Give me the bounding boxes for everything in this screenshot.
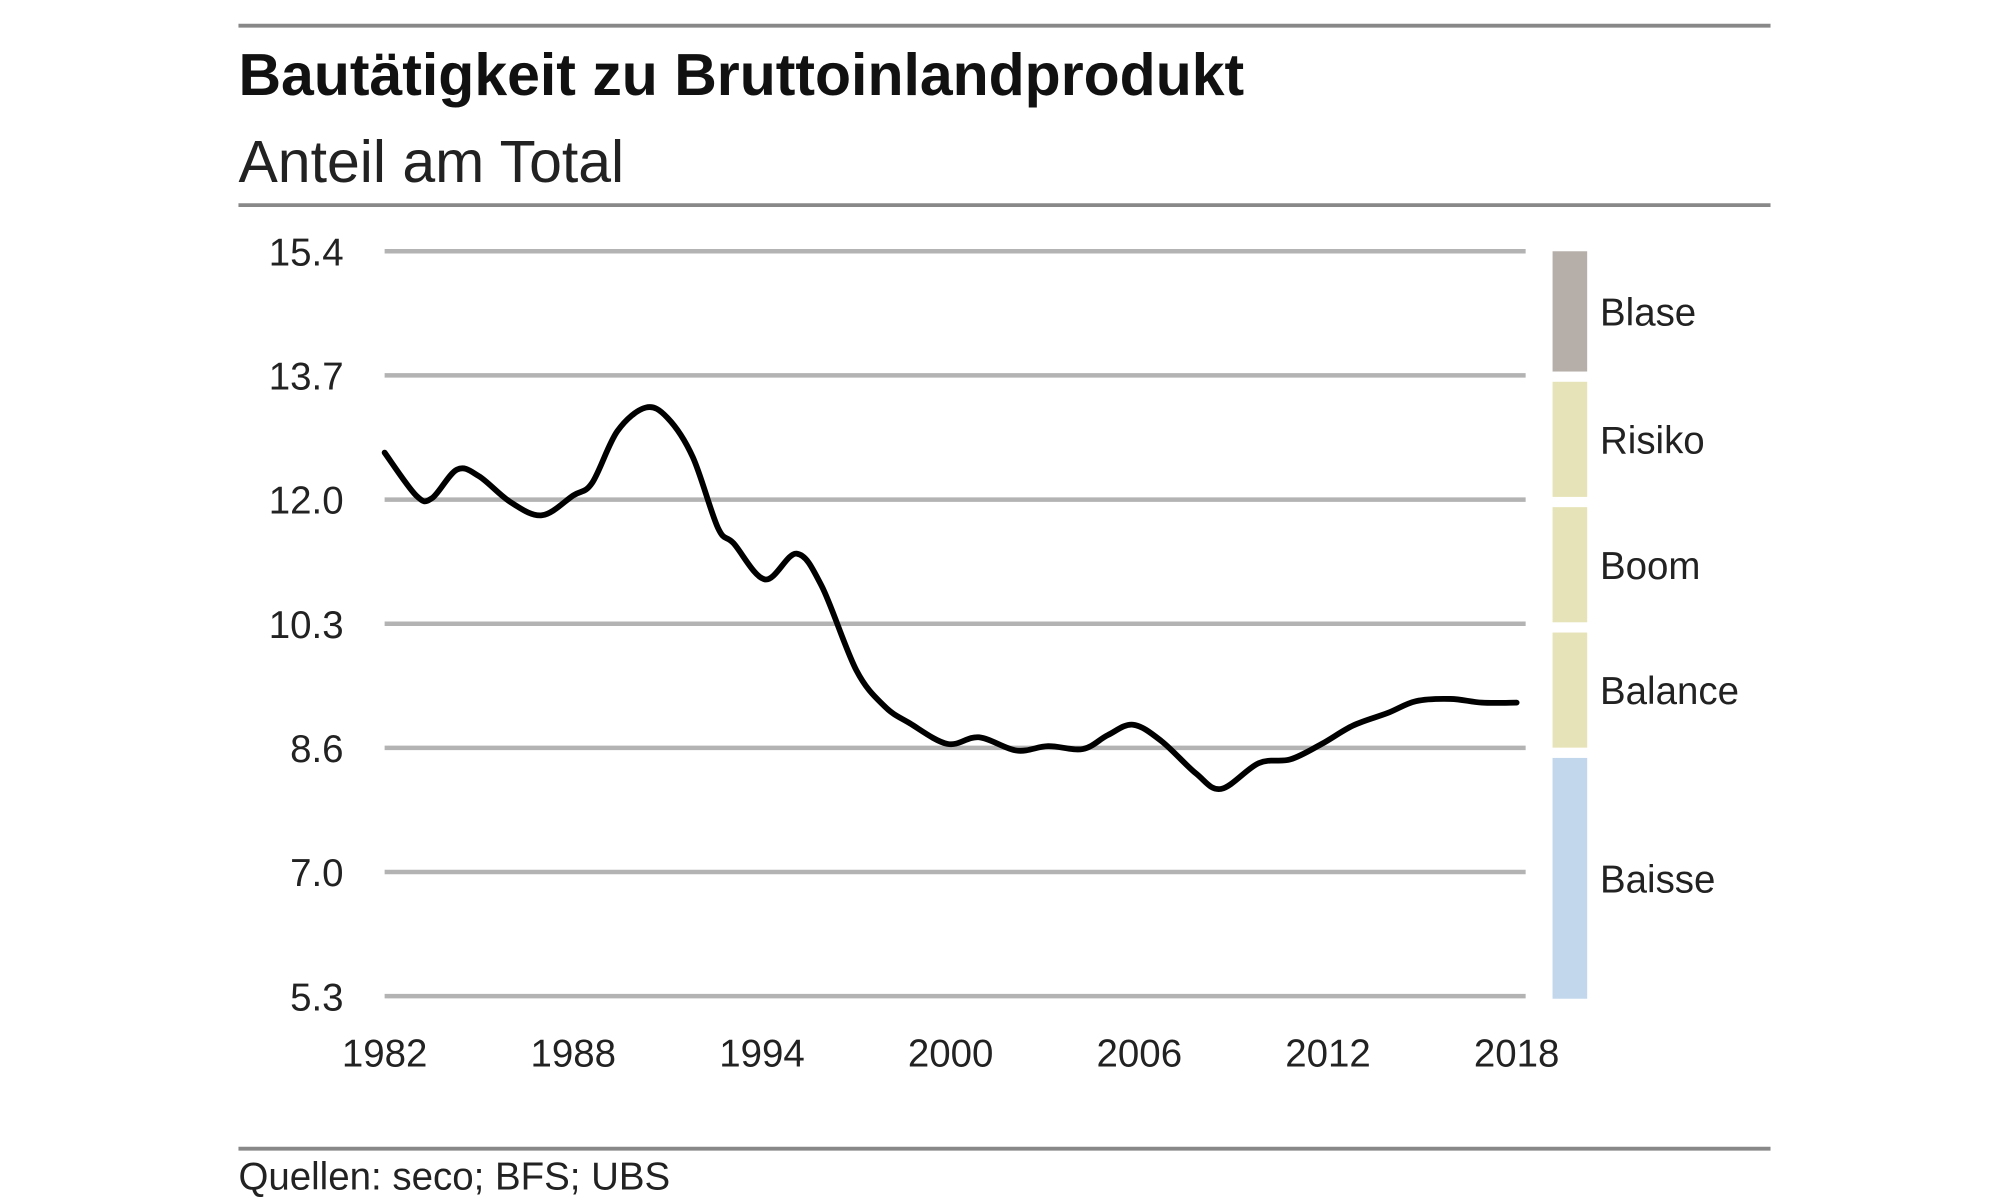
x-tick-label: 1982	[342, 1033, 428, 1076]
band-label: Baisse	[1600, 858, 1715, 901]
x-tick-label: 2012	[1285, 1033, 1371, 1076]
y-tick-label: 12.0	[269, 480, 344, 523]
x-tick-label: 1988	[531, 1033, 617, 1076]
x-tick-label: 2000	[908, 1033, 994, 1076]
band-label: Boom	[1600, 545, 1700, 588]
x-tick-label: 2006	[1097, 1033, 1183, 1076]
x-tick-label: 2018	[1474, 1033, 1560, 1076]
y-axis-ticks: 15.4 13.7 12.0 10.3 8.6 7.0 5.3	[269, 231, 344, 1019]
chart-title: Bautätigkeit zu Bruttoinlandprodukt	[238, 43, 1244, 108]
band-boom	[1552, 507, 1588, 623]
x-tick-label: 1994	[719, 1033, 805, 1076]
y-tick-label: 13.7	[269, 356, 344, 399]
band-baisse	[1552, 757, 1588, 999]
y-tick-label: 10.3	[269, 604, 344, 647]
band-blase	[1552, 251, 1588, 372]
y-tick-label: 5.3	[290, 976, 343, 1019]
phase-bands: Blase Risiko Boom Balance Baisse	[1552, 251, 1739, 999]
band-risiko	[1552, 381, 1588, 497]
source-note: Quellen: seco; BFS; UBS	[238, 1156, 670, 1199]
y-tick-label: 7.0	[290, 852, 343, 895]
band-label: Balance	[1600, 670, 1739, 713]
band-balance	[1552, 632, 1588, 748]
x-axis-ticks: 1982 1988 1994 2000 2006 2012 2018	[342, 1033, 1560, 1076]
series-line	[381, 404, 1520, 792]
band-label: Risiko	[1600, 419, 1705, 462]
y-tick-label: 15.4	[269, 231, 344, 274]
chart-subtitle: Anteil am Total	[238, 130, 624, 195]
y-tick-label: 8.6	[290, 728, 343, 771]
band-label: Blase	[1600, 292, 1696, 335]
gridlines	[384, 249, 1526, 999]
